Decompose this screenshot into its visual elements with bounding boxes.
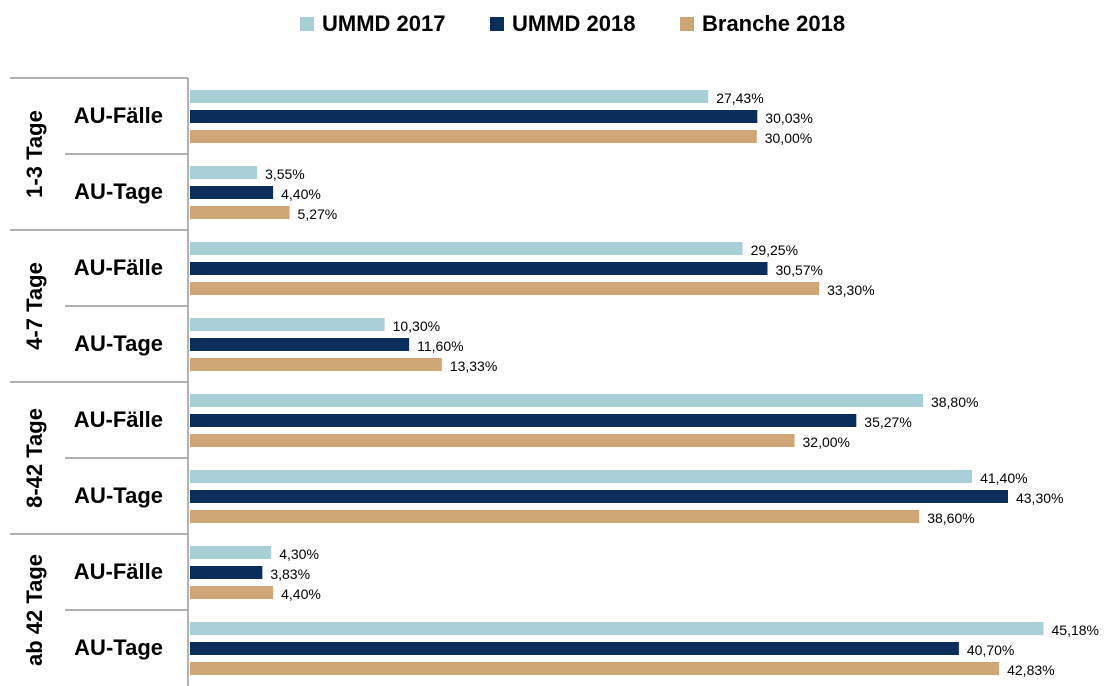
value-label: 42,83% (1007, 662, 1054, 678)
bar (190, 414, 857, 427)
value-label: 43,30% (1016, 490, 1063, 506)
value-label: 41,40% (980, 470, 1027, 486)
legend-label: UMMD 2017 (322, 11, 445, 36)
value-label: 11,60% (417, 338, 463, 354)
bar (190, 566, 263, 579)
category-label: AU-Fälle (74, 559, 163, 584)
value-label: 32,00% (803, 434, 850, 450)
legend-swatch (680, 17, 694, 31)
value-label: 38,80% (931, 394, 978, 410)
value-label: 33,30% (827, 282, 874, 298)
bar (190, 358, 442, 371)
category-label: AU-Tage (74, 635, 163, 660)
bar (190, 262, 768, 275)
category-label: AU-Tage (74, 179, 163, 204)
bar (190, 90, 709, 103)
bar (190, 642, 959, 655)
value-label: 30,03% (765, 110, 812, 126)
bar (190, 546, 272, 559)
value-label: 38,60% (927, 510, 974, 526)
legend-swatch (300, 17, 314, 31)
category-label: AU-Fälle (74, 103, 163, 128)
bar (190, 662, 1000, 675)
legend-swatch (490, 17, 504, 31)
bar (190, 622, 1044, 635)
value-label: 30,00% (765, 130, 812, 146)
value-label: 27,43% (716, 90, 763, 106)
group-label: 1-3 Tage (22, 110, 47, 198)
category-label: AU-Fälle (74, 407, 163, 432)
bar (190, 130, 757, 143)
value-label: 3,55% (265, 166, 305, 182)
bar (190, 186, 274, 199)
category-label: AU-Tage (74, 483, 163, 508)
value-label: 13,33% (450, 358, 497, 374)
bar (190, 282, 820, 295)
bar (190, 394, 923, 407)
value-label: 30,57% (776, 262, 823, 278)
bar (190, 510, 920, 523)
value-label: 35,27% (864, 414, 911, 430)
group-label: ab 42 Tage (22, 554, 47, 666)
bar (190, 242, 743, 255)
bar (190, 166, 258, 179)
bar (190, 206, 290, 219)
bar (190, 338, 410, 351)
value-label: 3,83% (270, 566, 310, 582)
group-label: 4-7 Tage (22, 262, 47, 350)
legend-label: Branche 2018 (702, 11, 845, 36)
group-label: 8-42 Tage (22, 408, 47, 508)
legend-label: UMMD 2018 (512, 11, 635, 36)
value-label: 4,40% (281, 186, 321, 202)
bar (190, 586, 274, 599)
bar (190, 110, 758, 123)
category-label: AU-Tage (74, 331, 163, 356)
value-label: 45,18% (1052, 622, 1099, 638)
category-label: AU-Fälle (74, 255, 163, 280)
value-label: 40,70% (967, 642, 1014, 658)
value-label: 10,30% (393, 318, 440, 334)
bar (190, 434, 795, 447)
value-label: 5,27% (298, 206, 338, 222)
bar (190, 318, 385, 331)
bar (190, 470, 973, 483)
value-label: 29,25% (751, 242, 798, 258)
value-label: 4,40% (281, 586, 321, 602)
bar (190, 490, 1008, 503)
value-label: 4,30% (279, 546, 319, 562)
